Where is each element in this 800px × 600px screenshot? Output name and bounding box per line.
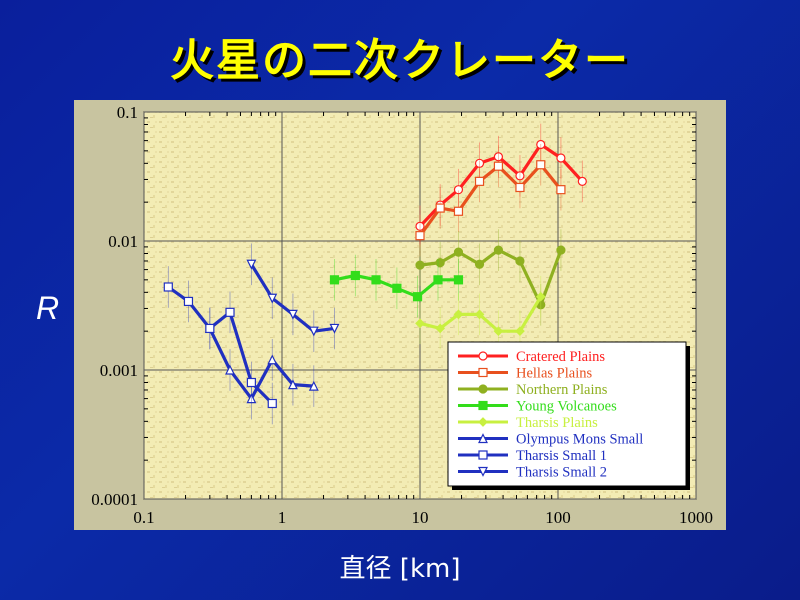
data-point — [371, 275, 381, 285]
data-point — [287, 309, 298, 320]
series-tharsis-small-2 — [246, 243, 340, 352]
legend-label: Olympus Mons Small — [516, 432, 643, 448]
data-point — [478, 384, 488, 394]
series-tharsis-small-1 — [163, 266, 277, 425]
data-point — [267, 293, 278, 304]
data-point — [246, 259, 257, 270]
data-point — [453, 247, 464, 257]
data-point — [287, 379, 298, 390]
x-axis-label: 直径 [km] — [339, 554, 461, 584]
data-point — [183, 296, 194, 307]
data-point — [478, 417, 488, 427]
y-tick-label: 0.001 — [100, 361, 138, 380]
legend-label: Northern Plains — [516, 382, 608, 398]
data-point — [435, 323, 446, 334]
data-point — [556, 245, 566, 255]
data-point — [515, 326, 525, 337]
data-point — [453, 206, 464, 216]
data-point — [415, 221, 425, 231]
legend-box — [447, 341, 687, 487]
data-point — [267, 398, 277, 409]
data-point — [478, 367, 488, 378]
data-point — [163, 282, 173, 292]
data-point — [493, 245, 504, 255]
x-tick-label: 1 — [278, 508, 287, 527]
x-tick-label: 1000 — [679, 508, 713, 527]
series-northern-plains — [415, 229, 566, 326]
x-tick-label: 10 — [412, 508, 429, 527]
data-point — [556, 153, 566, 163]
data-point — [493, 326, 504, 337]
data-point — [267, 354, 278, 365]
x-tick-label: 100 — [545, 508, 571, 527]
legend-label: Young Volcanoes — [516, 399, 617, 415]
data-point — [478, 433, 488, 444]
data-point — [536, 160, 546, 170]
y-tick-label: 0.1 — [117, 103, 138, 122]
data-point — [435, 203, 445, 213]
data-point — [415, 260, 425, 270]
data-point — [493, 161, 504, 171]
data-point — [392, 283, 402, 293]
data-point — [435, 258, 445, 268]
data-point — [225, 364, 235, 375]
data-point — [453, 309, 464, 320]
axis-ticks: 0.1 1 10 100 1000 0.0001 0.001 0.01 0.1 — [91, 103, 713, 527]
data-point — [493, 152, 504, 162]
data-point — [453, 275, 464, 285]
data-point — [515, 171, 525, 181]
series-young-volcanoes — [329, 254, 464, 318]
legend-label: Tharsis Plains — [516, 415, 598, 431]
series-hellas-plains — [415, 143, 566, 257]
data-point — [329, 323, 340, 334]
data-point — [246, 393, 257, 404]
data-point — [329, 275, 340, 285]
data-point — [478, 466, 488, 477]
data-point — [474, 176, 485, 186]
data-point — [350, 270, 360, 281]
data-point — [515, 182, 525, 193]
data-point — [474, 259, 485, 269]
chart-panel: 0.1 1 10 100 1000 0.0001 0.001 0.01 0.1 Cratered… — [74, 100, 726, 530]
legend-label: Tharsis Small 2 — [516, 465, 607, 481]
data-point — [308, 380, 319, 391]
data-point — [205, 323, 215, 334]
series-line — [208, 327, 314, 401]
data-point — [556, 185, 566, 195]
data-point — [478, 450, 488, 460]
y-tick-label: 0.0001 — [91, 490, 138, 509]
slide-title: 火星の二次クレーター — [170, 35, 630, 86]
legend-label: Hellas Plains — [516, 366, 592, 382]
data-point — [515, 256, 525, 266]
data-point — [433, 275, 443, 285]
data-point — [415, 318, 425, 329]
data-point — [246, 377, 256, 388]
data-point — [225, 307, 235, 317]
data-point — [412, 292, 423, 302]
data-point — [474, 309, 485, 320]
data-point — [308, 326, 319, 337]
data-point — [535, 291, 546, 302]
data-point — [453, 185, 464, 195]
data-point — [577, 176, 587, 186]
data-point — [478, 400, 488, 411]
chart: 0.1 1 10 100 1000 0.0001 0.001 0.01 0.1 Cratered… — [74, 100, 726, 530]
data-point — [474, 158, 485, 168]
x-tick-label: 0.1 — [133, 508, 154, 527]
legend-label: Tharsis Small 1 — [516, 448, 607, 464]
y-axis-label: R — [36, 290, 60, 326]
legend-label: Cratered Plains — [516, 349, 605, 365]
series-group — [163, 123, 587, 425]
y-tick-label: 0.01 — [108, 232, 138, 251]
data-point — [415, 231, 425, 241]
data-point — [536, 139, 546, 150]
data-point — [478, 351, 488, 361]
